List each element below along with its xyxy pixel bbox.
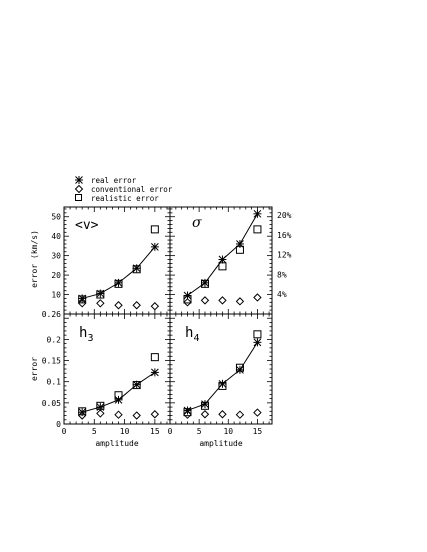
marker-realistic-error-h3 <box>114 391 123 400</box>
marker-conventional-error-sigma <box>200 296 210 305</box>
panel-label-h4: h4 <box>185 325 199 344</box>
x-tick-label-h3: 5 <box>92 427 97 436</box>
marker-realistic-error-h4 <box>253 330 262 339</box>
marker-realistic-error-sigma <box>200 279 209 288</box>
marker-real-error-sigma <box>253 209 262 218</box>
y-tick-label-v: 20 <box>51 271 61 280</box>
y-tick-label-v: 50 <box>51 213 61 222</box>
marker-realistic-error-h4 <box>200 401 209 410</box>
marker-conventional-error-h4 <box>235 410 245 419</box>
x-tick-label-h4: 10 <box>223 427 233 436</box>
y-tick-label-right-sigma: 12% <box>277 251 292 260</box>
y-tick-label-h3: 0.26 <box>42 310 61 319</box>
y-tick-label-v: 30 <box>51 252 61 261</box>
x-tick-label-h4: 5 <box>197 427 202 436</box>
marker-realistic-error-h4 <box>218 381 227 390</box>
marker-realistic-error-v <box>78 295 87 304</box>
panel-label-sigma: σ <box>192 215 202 231</box>
marker-conventional-error-h3 <box>132 411 141 420</box>
marker-realistic-error-v <box>150 225 159 234</box>
series-line-real-error-h4 <box>187 342 258 411</box>
marker-real-error-h4 <box>200 400 209 409</box>
marker-realistic-error-h3 <box>150 353 159 362</box>
legend: real error conventional error realistic … <box>74 176 173 203</box>
marker-conventional-error-h3 <box>96 409 105 418</box>
y-tick-label-right-sigma: 4% <box>277 290 287 299</box>
marker-real-error-h4 <box>253 338 262 347</box>
y-tick-label-h3: 0.15 <box>42 357 61 366</box>
marker-realistic-error-v <box>132 265 141 274</box>
y-tick-label-v: 40 <box>51 232 61 241</box>
marker-conventional-error-h4 <box>253 408 262 417</box>
legend-marker-conventional-error <box>74 184 84 194</box>
y-tick-label-right-sigma: 16% <box>277 231 292 240</box>
panel-label-v: <v> <box>75 218 99 233</box>
xlabel-right: amplitude <box>199 439 243 448</box>
marker-conventional-error-sigma <box>235 297 245 306</box>
marker-conventional-error-v <box>132 301 141 310</box>
y-tick-label-right-sigma: 20% <box>277 211 292 220</box>
marker-real-error-h4 <box>235 365 244 374</box>
y-tick-label-right-sigma: 8% <box>277 271 287 280</box>
y-tick-label-h3: 0.1 <box>47 378 62 387</box>
marker-realistic-error-sigma <box>218 262 227 271</box>
legend-marker-realistic-error <box>75 194 82 201</box>
marker-conventional-error-v <box>96 299 105 308</box>
y-tick-label-h3: 0 <box>56 420 61 429</box>
legend-label-realistic-error: realistic error <box>91 194 159 203</box>
marker-real-error-h4 <box>183 406 192 415</box>
marker-conventional-error-h4 <box>218 410 227 419</box>
legend-label-real-error: real error <box>91 176 137 185</box>
marker-real-error-h4 <box>218 379 227 388</box>
x-tick-label-h3: 15 <box>150 427 160 436</box>
marker-realistic-error-sigma <box>253 225 262 234</box>
marker-conventional-error-h4 <box>200 410 210 419</box>
legend-marker-real-error <box>75 176 83 184</box>
y-tick-label-h3: 0.05 <box>42 399 61 408</box>
marker-realistic-error-sigma <box>183 295 192 304</box>
marker-realistic-error-h3 <box>78 407 87 416</box>
ylabel-bottom: error <box>30 357 39 381</box>
marker-realistic-error-v <box>114 279 123 288</box>
y-tick-label-v: 10 <box>51 291 61 300</box>
y-tick-label-h3: 0.2 <box>47 335 62 344</box>
x-tick-label-h4: 15 <box>253 427 263 436</box>
xlabel-left: amplitude <box>95 439 139 448</box>
series-line-real-error-v <box>82 246 156 299</box>
marker-realistic-error-h3 <box>132 381 141 390</box>
marker-real-error-sigma <box>218 255 227 264</box>
marker-real-error-h3 <box>114 395 123 404</box>
marker-conventional-error-v <box>150 302 160 311</box>
marker-realistic-error-sigma <box>235 245 244 254</box>
marker-conventional-error-h3 <box>114 410 123 419</box>
x-tick-label-h4: 0 <box>168 427 173 436</box>
marker-realistic-error-h3 <box>96 401 105 410</box>
legend-label-conventional-error: conventional error <box>91 185 173 194</box>
x-tick-label-h3: 0 <box>62 427 67 436</box>
ylabel-top: error (km/s) <box>30 230 39 288</box>
marker-real-error-v <box>150 242 159 251</box>
x-tick-label-h3: 10 <box>120 427 130 436</box>
marker-conventional-error-h3 <box>150 410 160 419</box>
marker-realistic-error-v <box>96 290 105 299</box>
series-line-real-error-h3 <box>82 371 156 413</box>
marker-realistic-error-h4 <box>183 408 192 417</box>
marker-conventional-error-h4 <box>183 410 192 419</box>
marker-real-error-h3 <box>150 368 159 377</box>
marker-conventional-error-sigma <box>218 296 227 305</box>
marker-conventional-error-sigma <box>253 293 262 302</box>
marker-conventional-error-v <box>114 301 123 310</box>
marker-realistic-error-h4 <box>235 363 244 372</box>
marker-conventional-error-v <box>77 299 87 308</box>
marker-conventional-error-sigma <box>183 298 192 307</box>
panel-label-h3: h3 <box>79 325 93 344</box>
